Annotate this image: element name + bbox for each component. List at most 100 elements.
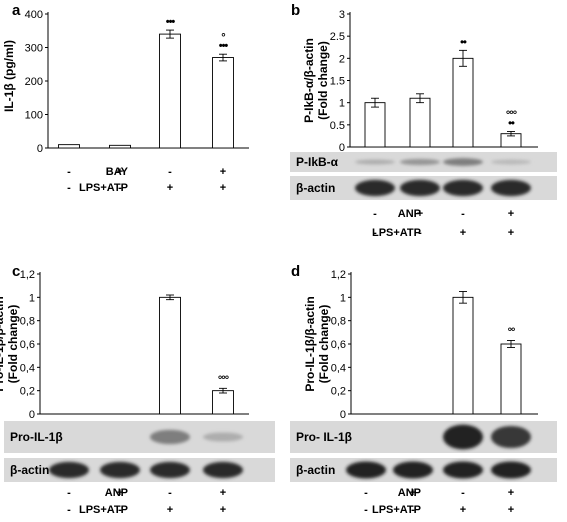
y-tick-label: 0 [340, 409, 346, 421]
blot-label: Pro- IL-1β [296, 430, 352, 444]
condition-sign: - [418, 227, 422, 239]
condition-label: LPS+ATP [79, 504, 128, 516]
y-axis-label: (Fold change) [317, 305, 331, 384]
y-tick-label: 0,4 [20, 362, 35, 374]
significance-mark: °°° [506, 109, 517, 121]
blot-band [491, 425, 531, 449]
blot-band [203, 461, 243, 479]
condition-sign: + [417, 208, 423, 220]
y-axis-label: (Fold change) [316, 41, 330, 120]
condition-sign: + [508, 227, 514, 239]
blot-band [49, 461, 89, 479]
condition-sign: - [67, 182, 71, 194]
bar [452, 57, 474, 148]
y-axis-label: P-IkB-α/β-actin [302, 38, 316, 123]
condition-sign: + [117, 487, 123, 499]
significance-mark: •• [460, 36, 467, 48]
condition-label: BAY [106, 166, 129, 178]
y-tick-label: 0,8 [20, 316, 35, 328]
condition-sign: - [364, 504, 368, 516]
y-tick-label: 0 [29, 409, 35, 421]
significance-mark: ••• [166, 16, 176, 28]
condition-sign: - [168, 487, 172, 499]
blot-label: β-actin [296, 181, 335, 195]
bar [109, 144, 131, 149]
y-tick-label: 0,4 [331, 362, 346, 374]
bar [364, 102, 386, 148]
panel-label: b [291, 2, 300, 19]
significance-mark: °° [508, 327, 515, 339]
y-tick-label: 0,6 [20, 339, 35, 351]
y-tick-label: 0,8 [331, 316, 346, 328]
y-axis-label: (Fold change) [6, 305, 20, 384]
panel-d: d 0 0,2 0,4 0,6 0,8 1 1,2 Pro-IL-1β/β-actin (Fold… [290, 263, 557, 516]
blot-label: P-IkB-α [296, 155, 339, 169]
blot-band [355, 179, 395, 197]
condition-label: ANP [105, 487, 128, 499]
y-tick-label: 1 [339, 98, 345, 110]
condition-sign: + [117, 166, 123, 178]
condition-sign: - [411, 504, 415, 516]
condition-label: ANP [398, 487, 421, 499]
y-axis-label: Pro-IL-1β/β-actin [0, 296, 6, 391]
y-tick-label: 0 [37, 143, 43, 155]
y-tick-label: 3 [339, 9, 345, 21]
significance-mark: °°° [218, 374, 229, 386]
y-tick-label: 100 [25, 110, 43, 122]
condition-sign: + [410, 487, 416, 499]
blot-band [443, 158, 483, 166]
y-tick-label: 200 [25, 76, 43, 88]
bar [500, 343, 522, 415]
y-tick-label: 0,2 [20, 386, 35, 398]
blot-label: β-actin [10, 463, 49, 477]
condition-sign: - [67, 504, 71, 516]
condition-sign: - [67, 487, 71, 499]
y-axis-label: IL-1β (pg/ml) [2, 40, 16, 112]
significance-mark: •• [508, 117, 515, 129]
condition-sign: - [461, 208, 465, 220]
condition-sign: - [364, 487, 368, 499]
y-tick-label: 1,2 [20, 269, 35, 281]
blot-band [150, 429, 190, 445]
y-tick-label: 300 [25, 43, 43, 55]
bar [212, 57, 234, 149]
condition-sign: - [118, 182, 122, 194]
condition-label: ANP [398, 208, 421, 220]
condition-sign: + [167, 182, 173, 194]
condition-label: LPS+ATP [79, 182, 128, 194]
condition-sign: + [167, 504, 173, 516]
y-tick-label: 0.5 [330, 120, 345, 132]
panel-c: c 0 0,2 0,4 0,6 0,8 1 1,2 Pro-IL-1β/β-actin (Fold… [0, 263, 275, 516]
y-tick-label: 2 [339, 53, 345, 65]
condition-sign: + [460, 227, 466, 239]
condition-sign: - [373, 208, 377, 220]
significance-mark: ° [221, 32, 225, 44]
blot-band [150, 461, 190, 479]
blot-band [355, 159, 395, 165]
y-tick-label: 0,6 [331, 339, 346, 351]
condition-sign: + [460, 504, 466, 516]
condition-sign: + [220, 182, 226, 194]
condition-sign: + [220, 487, 226, 499]
condition-sign: + [220, 166, 226, 178]
blot-band [203, 432, 243, 442]
y-tick-label: 2.5 [330, 31, 345, 43]
blot-band [491, 159, 531, 165]
y-tick-label: 0,2 [331, 386, 346, 398]
panel-label: a [12, 2, 21, 19]
y-tick-label: 1 [340, 292, 346, 304]
blot-band [491, 461, 531, 479]
blot-band [346, 461, 386, 479]
blot-band [100, 461, 140, 479]
bar [452, 296, 474, 415]
condition-sign: - [373, 227, 377, 239]
blot-label: β-actin [296, 463, 335, 477]
condition-sign: + [220, 504, 226, 516]
y-tick-label: 1.5 [330, 76, 345, 88]
condition-sign: + [508, 208, 514, 220]
y-tick-label: 0 [339, 142, 345, 154]
condition-sign: + [508, 487, 514, 499]
